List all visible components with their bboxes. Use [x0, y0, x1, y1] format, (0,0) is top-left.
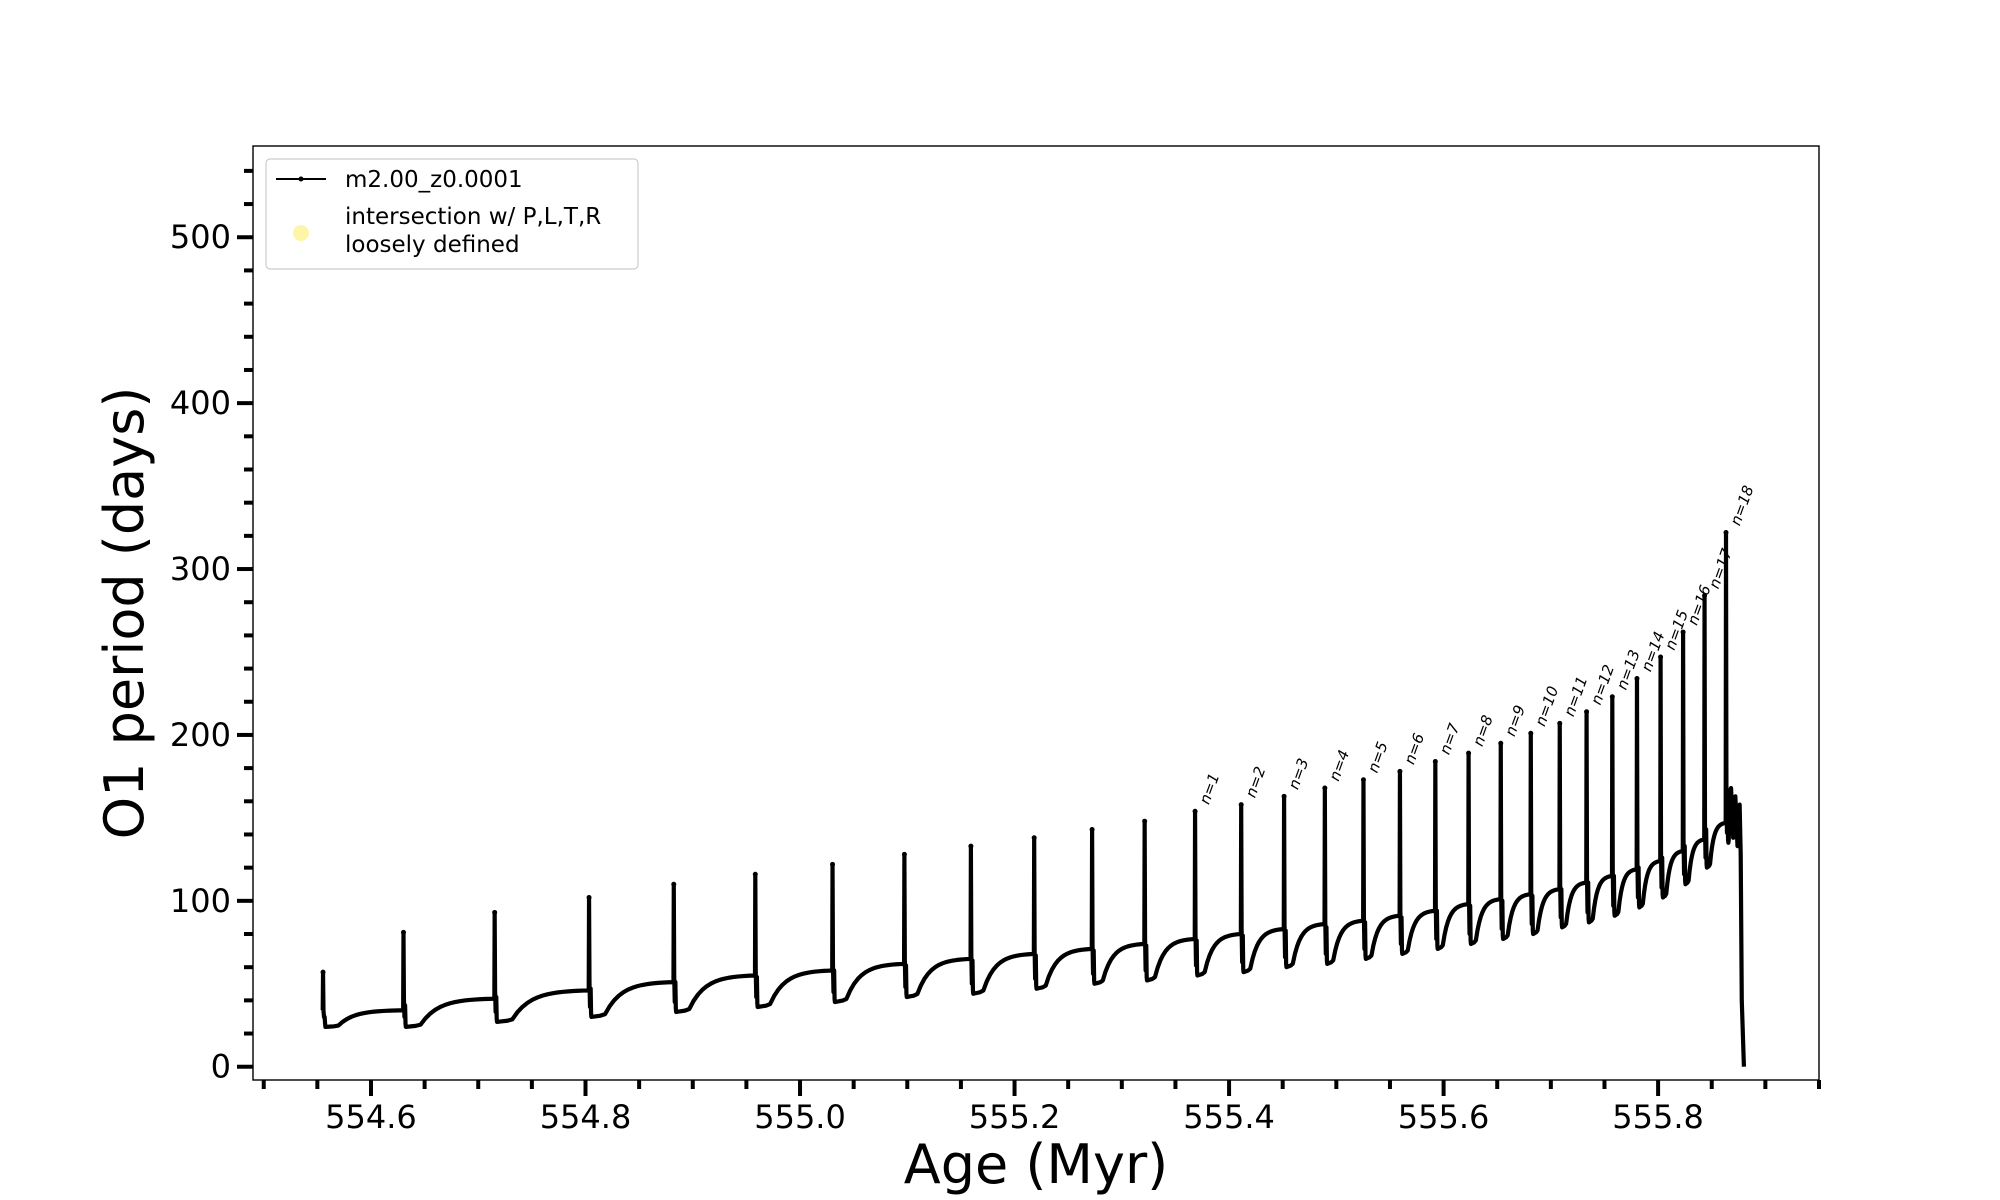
- peak-point: [830, 861, 836, 867]
- peak-point: [1089, 826, 1095, 832]
- x-tick-label: 555.2: [969, 1098, 1061, 1136]
- legend-label-series: m2.00_z0.0001: [345, 167, 523, 193]
- peak-point: [1680, 629, 1686, 635]
- peak-point: [1658, 654, 1664, 660]
- x-axis: 554.6 554.8 555.0 555.2 555.4 555.6 555.8: [261, 1080, 1821, 1136]
- peak-point: [1634, 676, 1640, 682]
- peak-point: [968, 843, 974, 849]
- y-tick-label: 100: [170, 882, 231, 920]
- legend-dot-marker: [298, 176, 304, 182]
- x-tick-label: 555.0: [754, 1098, 846, 1136]
- x-tick-label: 554.8: [540, 1098, 632, 1136]
- peak-point: [1702, 593, 1708, 599]
- x-tick-label: 555.8: [1612, 1098, 1704, 1136]
- legend-label-intersection-1: intersection w/ P,L,T,R: [345, 204, 601, 230]
- legend-circle-marker: [293, 225, 309, 241]
- peak-point: [320, 969, 326, 975]
- x-tick-label: 555.4: [1183, 1098, 1275, 1136]
- peak-point: [1723, 530, 1729, 536]
- series-layer: [320, 530, 1747, 1067]
- x-axis-title: Age (Myr): [904, 1133, 1169, 1196]
- legend-box: [265, 158, 639, 270]
- peak-point: [1397, 768, 1403, 774]
- peak-point: [1281, 793, 1287, 799]
- y-tick-label: 0: [211, 1048, 231, 1086]
- peak-point: [1238, 802, 1244, 808]
- peak-point: [752, 871, 758, 877]
- peak-point: [1142, 818, 1148, 824]
- y-tick-label: 500: [170, 218, 231, 256]
- peak-point: [1360, 777, 1366, 783]
- legend-label-intersection-2: loosely defined: [345, 232, 520, 258]
- peak-point: [1466, 750, 1472, 756]
- peak-point: [586, 895, 592, 901]
- peak-point: [1432, 758, 1438, 764]
- peak-point: [1031, 835, 1037, 841]
- y-axis-title: O1 period (days): [93, 387, 156, 840]
- peak-point: [1609, 694, 1615, 700]
- peak-point: [1322, 785, 1328, 791]
- legend: m2.00_z0.0001 intersection w/ P,L,T,R lo…: [265, 158, 639, 270]
- y-tick-label: 400: [170, 384, 231, 422]
- peak-point: [1557, 720, 1563, 726]
- x-tick-label: 555.6: [1398, 1098, 1490, 1136]
- peak-point: [400, 929, 406, 935]
- y-tick-label: 300: [170, 550, 231, 588]
- series-line: [320, 530, 1747, 1067]
- x-tick-label: 554.6: [325, 1098, 417, 1136]
- peak-point: [671, 881, 677, 887]
- peak-point: [492, 909, 498, 915]
- peak-point: [1584, 709, 1590, 715]
- peak-point: [1192, 808, 1198, 814]
- peak-point: [1528, 730, 1534, 736]
- y-tick-label: 200: [170, 716, 231, 754]
- peak-point: [901, 851, 907, 857]
- peak-point: [1498, 740, 1504, 746]
- y-axis: 0 100 200 300 400 500: [170, 168, 253, 1086]
